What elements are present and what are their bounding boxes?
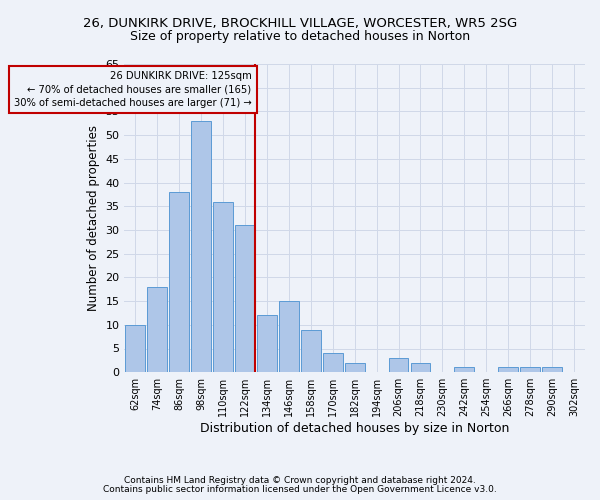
- Text: Size of property relative to detached houses in Norton: Size of property relative to detached ho…: [130, 30, 470, 43]
- Text: Contains HM Land Registry data © Crown copyright and database right 2024.: Contains HM Land Registry data © Crown c…: [124, 476, 476, 485]
- Bar: [279, 301, 299, 372]
- Bar: [301, 330, 320, 372]
- Bar: [235, 225, 255, 372]
- X-axis label: Distribution of detached houses by size in Norton: Distribution of detached houses by size …: [200, 422, 509, 435]
- Bar: [454, 368, 474, 372]
- Bar: [389, 358, 409, 372]
- Bar: [125, 325, 145, 372]
- Bar: [542, 368, 562, 372]
- Y-axis label: Number of detached properties: Number of detached properties: [87, 125, 100, 311]
- Bar: [257, 316, 277, 372]
- Bar: [169, 192, 189, 372]
- Bar: [410, 362, 430, 372]
- Text: Contains public sector information licensed under the Open Government Licence v3: Contains public sector information licen…: [103, 484, 497, 494]
- Text: 26 DUNKIRK DRIVE: 125sqm
← 70% of detached houses are smaller (165)
30% of semi-: 26 DUNKIRK DRIVE: 125sqm ← 70% of detach…: [14, 71, 251, 108]
- Bar: [213, 202, 233, 372]
- Text: 26, DUNKIRK DRIVE, BROCKHILL VILLAGE, WORCESTER, WR5 2SG: 26, DUNKIRK DRIVE, BROCKHILL VILLAGE, WO…: [83, 18, 517, 30]
- Bar: [345, 362, 365, 372]
- Bar: [499, 368, 518, 372]
- Bar: [323, 353, 343, 372]
- Bar: [520, 368, 540, 372]
- Bar: [148, 287, 167, 372]
- Bar: [191, 121, 211, 372]
